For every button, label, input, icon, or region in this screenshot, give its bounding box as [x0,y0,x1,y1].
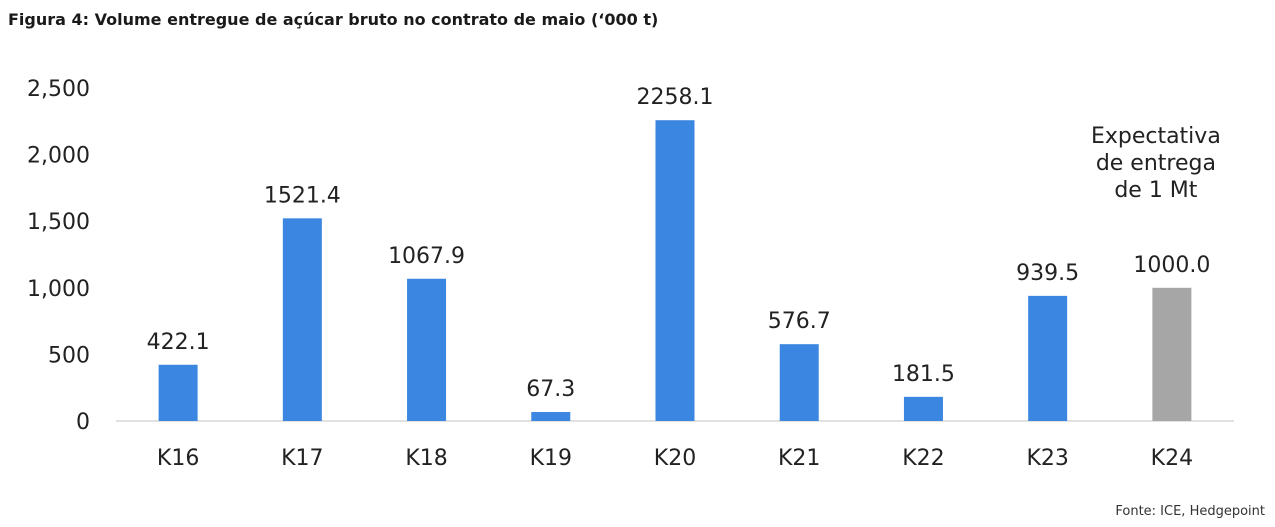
data-label-k19: 67.3 [526,377,575,402]
data-label-k16: 422.1 [147,330,210,355]
y-tick-label: 2,000 [27,144,90,169]
annotation-text: Expectativa de entrega de 1 Mt [1091,124,1221,203]
x-tick-k21: K21 [778,446,820,471]
data-label-k20: 2258.1 [637,85,714,110]
y-tick-label: 1,000 [27,277,90,302]
x-tick-k17: K17 [281,446,323,471]
data-label-k24: 1000.0 [1133,253,1210,278]
source-note: Fonte: ICE, Hedgepoint [1115,504,1265,519]
x-tick-k19: K19 [530,446,572,471]
x-tick-k24: K24 [1151,446,1193,471]
bar-k18 [407,278,447,421]
x-tick-k20: K20 [654,446,696,471]
x-tick-k16: K16 [157,446,199,471]
y-tick-label: 500 [48,343,90,368]
bar-k22 [903,396,943,421]
bar-k19 [531,412,571,421]
data-labels: 422.1 1521.4 1067.9 67.3 2258.1 576.7 181.5 939… [147,85,1211,402]
bar-k24 [1152,287,1192,421]
annotation-line: de entrega [1096,151,1216,176]
data-label-k22: 181.5 [892,362,955,387]
y-tick-label: 2,500 [27,77,90,102]
data-label-k23: 939.5 [1016,261,1079,286]
bars [158,120,1192,422]
bar-k20 [655,120,695,422]
annotation-line: de 1 Mt [1114,178,1197,203]
data-label-k18: 1067.9 [388,244,465,269]
bar-k23 [1028,295,1068,421]
y-axis-ticks: 0 500 1,000 1,500 2,000 2,500 [27,77,90,435]
bar-k21 [779,344,819,421]
x-tick-k22: K22 [902,446,944,471]
y-tick-label: 1,500 [27,210,90,235]
annotation-line: Expectativa [1091,124,1221,149]
x-tick-k18: K18 [405,446,447,471]
x-axis-categories: K16 K17 K18 K19 K20 K21 K22 K23 K24 [157,446,1193,471]
bar-k17 [282,218,322,421]
bar-k16 [158,364,198,421]
data-label-k17: 1521.4 [264,183,341,208]
data-label-k21: 576.7 [768,309,831,334]
x-tick-k23: K23 [1026,446,1068,471]
chart-title: Figura 4: Volume entregue de açúcar brut… [8,10,659,29]
y-tick-label: 0 [76,410,90,435]
